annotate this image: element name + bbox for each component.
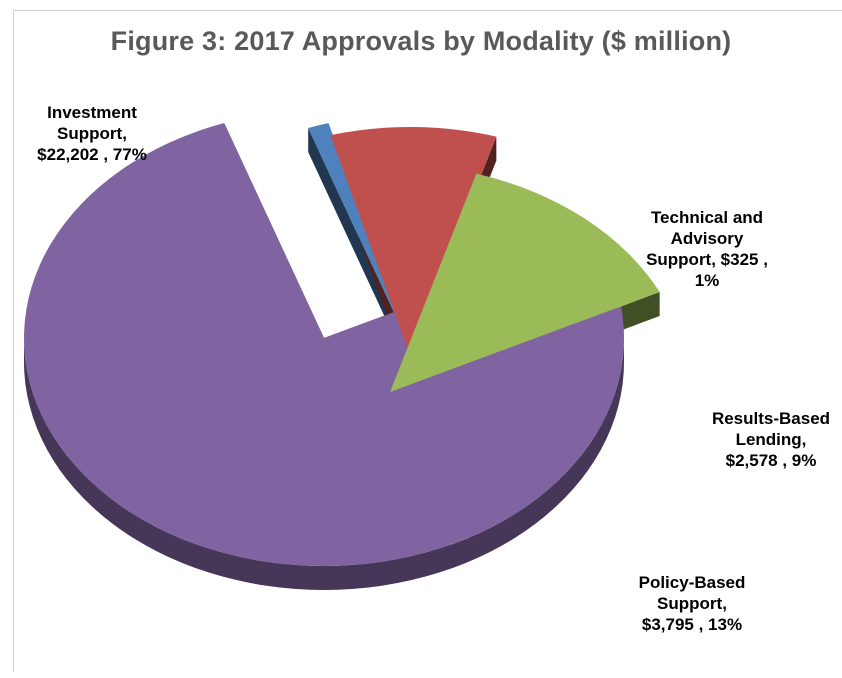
- results-data-label-line: $2,578 , 9%: [726, 451, 817, 470]
- policy-data-label-line: Policy-Based: [639, 573, 746, 592]
- policy-data-label-line: Support,: [657, 594, 727, 613]
- technical-advisory-slice: [308, 123, 408, 343]
- technical-data-label-line: Support, $325 ,: [646, 250, 768, 269]
- investment-data-label-line: Support,: [57, 124, 127, 143]
- technical-advisory-slice-radial-face: [308, 127, 408, 367]
- technical-data-label: Technical and Advisory Support, $325 , 1%: [646, 208, 768, 290]
- investment-data-label-line: Investment: [47, 103, 137, 122]
- policy-data-label-line: $3,795 , 13%: [642, 615, 742, 634]
- results-based-slice: [330, 126, 497, 355]
- investment-data-label: Investment Support, $22,202 , 77%: [37, 103, 147, 164]
- technical-data-label-line: Advisory: [671, 229, 744, 248]
- results-data-label-line: Lending,: [736, 430, 807, 449]
- chart-frame: [13, 10, 842, 672]
- investment-data-label-line: $22,202 , 77%: [37, 145, 147, 164]
- chart-title: Figure 3: 2017 Approvals by Modality ($ …: [110, 26, 732, 56]
- investment-slice: [23, 122, 624, 566]
- results-data-label-line: Results-Based: [712, 409, 830, 428]
- technical-data-label-line: Technical and: [651, 208, 763, 227]
- policy-data-label: Policy-Based Support, $3,795 , 13%: [639, 573, 746, 634]
- policy-based-slice: [390, 173, 660, 392]
- technical-data-label-line: 1%: [695, 271, 720, 290]
- results-data-label: Results-Based Lending, $2,578 , 9%: [712, 409, 830, 470]
